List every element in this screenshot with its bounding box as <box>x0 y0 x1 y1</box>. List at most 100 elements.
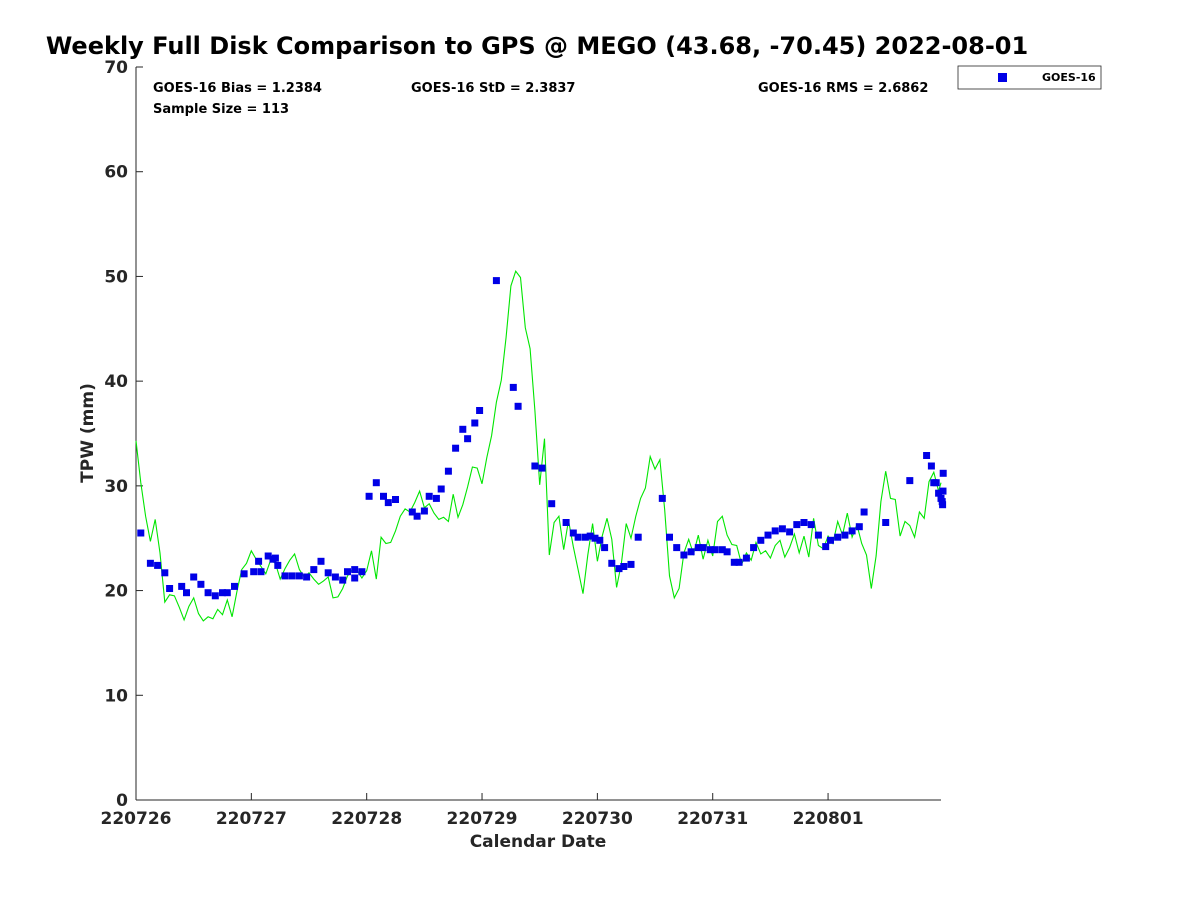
goes16-point <box>154 561 162 569</box>
goes16-point <box>452 444 460 452</box>
goes16-point <box>882 519 890 526</box>
goes16-point <box>927 462 935 470</box>
goes16-point <box>295 572 303 580</box>
goes16-point <box>324 569 332 577</box>
goes16-point <box>680 551 688 559</box>
goes16-point <box>384 499 392 507</box>
goes16-point <box>834 533 842 541</box>
goes16-point <box>687 548 695 556</box>
goes16-point <box>509 383 517 391</box>
goes16-point <box>771 527 779 535</box>
goes16-point <box>814 531 822 539</box>
goes16-point <box>344 568 351 576</box>
goes16-point <box>627 560 635 568</box>
goes16-point <box>634 533 642 541</box>
goes16-point <box>420 507 428 515</box>
goes16-point <box>694 544 702 552</box>
y-axis-label: TPW (mm) <box>78 383 98 483</box>
x-tick-label: 220728 <box>331 809 402 829</box>
goes16-point <box>608 559 616 567</box>
goes16-point <box>620 563 628 570</box>
goes16-point <box>569 529 577 537</box>
goes16-point <box>841 531 849 539</box>
goes16-point <box>339 576 347 584</box>
goes16-point <box>317 557 325 565</box>
x-tick-label: 220726 <box>101 809 172 829</box>
x-axis-label: Calendar Date <box>470 832 607 852</box>
y-tick-group: 0 10 20 30 40 50 60 70 <box>104 58 143 811</box>
series-layer <box>135 270 947 622</box>
goes16-point <box>793 521 801 529</box>
goes16-point <box>183 589 190 597</box>
goes16-point <box>538 464 546 472</box>
goes16-point <box>531 462 539 470</box>
goes16-point <box>800 519 808 526</box>
goes16-point <box>137 529 145 537</box>
x-tick-label: 220731 <box>677 809 748 829</box>
goes16-point <box>372 479 380 487</box>
goes16-point <box>658 494 666 502</box>
goes16-point <box>586 532 594 540</box>
x-tick-label: 220801 <box>793 809 864 829</box>
goes16-point <box>190 573 198 581</box>
y-tick-label: 10 <box>104 686 128 706</box>
x-tick-label: 220727 <box>216 809 287 829</box>
goes16-point <box>827 536 834 544</box>
goes16-point <box>492 277 500 285</box>
y-tick-label: 50 <box>104 267 128 287</box>
goes16-point <box>906 477 914 485</box>
goes16-point <box>476 407 484 414</box>
goes16-point <box>197 580 205 588</box>
goes16-point <box>204 589 212 597</box>
goes16-point <box>211 592 219 600</box>
goes16-point <box>723 548 731 556</box>
goes16-point <box>666 533 673 541</box>
legend-label-goes16: GOES-16 <box>1042 71 1096 84</box>
goes16-point <box>257 568 265 576</box>
bias-annotation: GOES-16 Bias = 1.2384 <box>153 81 322 96</box>
goes16-point <box>939 487 947 495</box>
goes16-point <box>178 582 186 590</box>
goes16-point <box>413 512 421 520</box>
goes16-point <box>932 479 940 487</box>
plot-area <box>135 67 941 801</box>
goes16-point <box>351 566 359 574</box>
goes16-point <box>562 519 570 526</box>
goes16-point <box>223 589 231 597</box>
goes16-point <box>392 496 399 503</box>
x-tick-label: 220730 <box>562 809 633 829</box>
goes16-point <box>303 573 311 581</box>
goes16-point <box>331 573 339 581</box>
goes16-point <box>574 533 582 541</box>
goes16-point <box>459 425 467 433</box>
goes16-point <box>514 402 522 410</box>
goes16-point <box>351 574 359 582</box>
y-tick-label: 0 <box>116 791 128 811</box>
x-tick-group: 220726 220727 220728 220729 220730 220731 2208… <box>101 793 864 829</box>
goes16-point <box>548 500 556 508</box>
goes16-point <box>596 536 604 544</box>
goes16-point <box>935 489 943 497</box>
goes16-point <box>786 528 794 536</box>
goes16-point <box>848 527 856 535</box>
goes16-point <box>146 559 154 567</box>
goes16-point <box>425 492 433 500</box>
goes16-point <box>264 552 272 560</box>
chart-title: Weekly Full Disk Comparison to GPS @ MEG… <box>46 32 1028 60</box>
goes16-point <box>288 572 296 580</box>
goes16-point <box>444 467 452 475</box>
goes16-point <box>281 572 289 580</box>
goes16-point <box>380 492 387 500</box>
goes16-point <box>706 546 714 554</box>
goes16-point <box>358 568 366 576</box>
goes16-point <box>310 566 318 574</box>
y-tick-label: 30 <box>104 477 128 497</box>
y-tick-label: 40 <box>104 372 128 392</box>
goes16-point <box>219 589 226 597</box>
goes16-point <box>274 561 282 569</box>
legend-marker-goes16 <box>998 73 1007 82</box>
goes16-point <box>699 544 707 552</box>
goes16-point <box>822 543 830 551</box>
goes16-point <box>271 554 279 562</box>
